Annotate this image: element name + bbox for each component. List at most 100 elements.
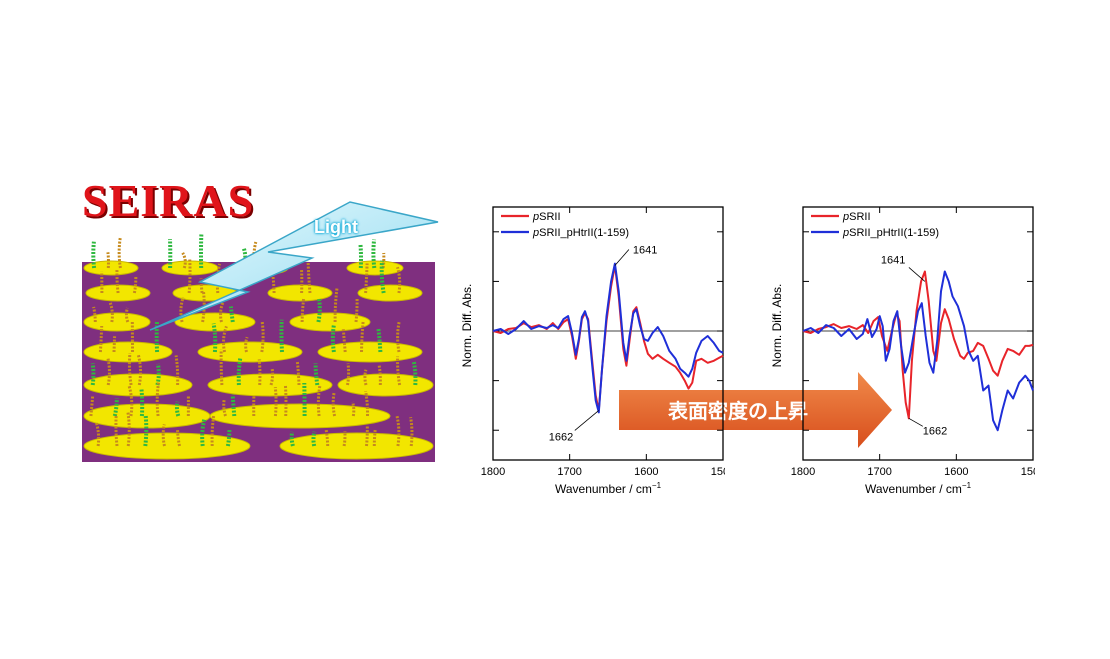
- x-tick-label: 1800: [481, 466, 505, 478]
- peak-annotation: 1641: [633, 245, 657, 257]
- protein-orange: [222, 399, 227, 417]
- annotation-leader: [574, 410, 600, 431]
- membrane-disc: [267, 284, 333, 302]
- protein-green: [371, 239, 377, 269]
- protein-green: [376, 328, 383, 353]
- protein-orange: [161, 424, 166, 447]
- series-line-0: [802, 270, 1034, 420]
- spectrum-chart-right: 1800 1700 1600 1500 Wavenumber / cm−1 Norm. D…: [770, 206, 1035, 496]
- protein-orange: [112, 336, 117, 353]
- protein-orange: [360, 321, 365, 353]
- x-tick-label: 1600: [634, 466, 658, 478]
- protein-orange: [300, 298, 306, 323]
- protein-green: [143, 414, 149, 447]
- protein-green: [313, 363, 320, 386]
- protein-orange: [115, 269, 120, 294]
- x-tick-label: 1500: [1021, 466, 1035, 478]
- membrane-disc: [279, 432, 434, 460]
- protein-orange: [117, 236, 122, 269]
- x-axis-label-superscript: −1: [652, 481, 662, 490]
- protein-green: [139, 388, 145, 417]
- membrane-disc: [197, 341, 303, 363]
- protein-orange: [363, 369, 368, 386]
- protein-green: [112, 398, 119, 417]
- light-label: Light: [314, 217, 358, 237]
- x-tick-label: 1600: [944, 466, 968, 478]
- peak-annotation: 1641: [881, 254, 905, 266]
- protein-orange: [396, 321, 401, 353]
- membrane-disc: [209, 403, 391, 429]
- membrane-disc: [337, 373, 434, 397]
- annotation-leader: [908, 267, 926, 282]
- arrow-shape: [619, 372, 892, 448]
- protein-orange: [106, 252, 110, 269]
- protein-green: [200, 417, 207, 447]
- y-axis-label: Norm. Diff. Abs.: [460, 284, 474, 368]
- annotation-leader: [614, 249, 630, 266]
- protein-orange: [106, 356, 111, 386]
- protein-orange: [219, 301, 225, 323]
- protein-orange: [271, 270, 276, 294]
- membrane-disc: [83, 341, 173, 363]
- protein-orange: [364, 263, 369, 294]
- membrane-disc: [83, 260, 139, 276]
- legend-label: pSRII: [532, 211, 561, 223]
- protein-orange: [395, 414, 401, 447]
- protein-green: [174, 401, 181, 417]
- x-tick-label: 1800: [791, 466, 815, 478]
- protein-orange: [136, 354, 142, 386]
- protein-orange: [283, 384, 288, 417]
- protein-green: [91, 241, 97, 269]
- arrow-label: 表面密度の上昇: [668, 399, 808, 423]
- protein-green: [379, 260, 386, 294]
- x-axis-label-superscript: −1: [962, 481, 972, 490]
- protein-orange: [155, 380, 161, 417]
- protein-orange: [174, 355, 180, 386]
- peak-annotation: 1662: [923, 425, 947, 437]
- protein-orange: [199, 278, 204, 294]
- protein-orange: [124, 307, 130, 323]
- plot-frame: [492, 206, 724, 461]
- protein-orange: [409, 416, 414, 447]
- x-axis-label: Wavenumber / cm−1: [555, 481, 662, 496]
- protein-orange: [295, 360, 301, 386]
- protein-orange: [181, 252, 187, 269]
- light-bolt-icon: [149, 201, 439, 331]
- y-axis-label: Norm. Diff. Abs.: [770, 284, 784, 368]
- series-line-0: [492, 264, 724, 412]
- protein-orange: [260, 321, 265, 353]
- protein-orange: [372, 428, 377, 447]
- membrane-disc: [83, 373, 193, 397]
- protein-orange: [316, 384, 322, 417]
- seiras-title: SEIRAS: [82, 175, 255, 226]
- protein-orange: [127, 385, 134, 417]
- protein-orange: [354, 298, 359, 323]
- protein-orange: [273, 387, 278, 417]
- protein-orange: [176, 429, 181, 447]
- protein-orange: [324, 429, 330, 447]
- protein-orange: [244, 336, 249, 353]
- protein-orange: [92, 306, 97, 323]
- protein-orange: [127, 353, 133, 386]
- legend-label: pSRII: [842, 211, 871, 223]
- peak-annotation: 1662: [549, 431, 573, 443]
- protein-orange: [396, 356, 402, 386]
- protein-orange: [132, 276, 138, 294]
- protein-orange: [94, 422, 101, 447]
- protein-orange: [341, 329, 347, 353]
- protein-green: [230, 394, 237, 417]
- membrane-disc: [289, 312, 371, 332]
- protein-orange: [351, 401, 356, 417]
- protein-green: [225, 429, 232, 447]
- series-line-1: [802, 270, 1034, 432]
- protein-orange: [108, 302, 114, 323]
- series-line-1: [492, 262, 724, 414]
- protein-green: [411, 360, 418, 386]
- protein-orange: [187, 258, 192, 294]
- protein-orange: [89, 395, 95, 417]
- annotation-leader: [908, 417, 923, 427]
- protein-green: [289, 431, 295, 447]
- protein-orange: [331, 391, 337, 417]
